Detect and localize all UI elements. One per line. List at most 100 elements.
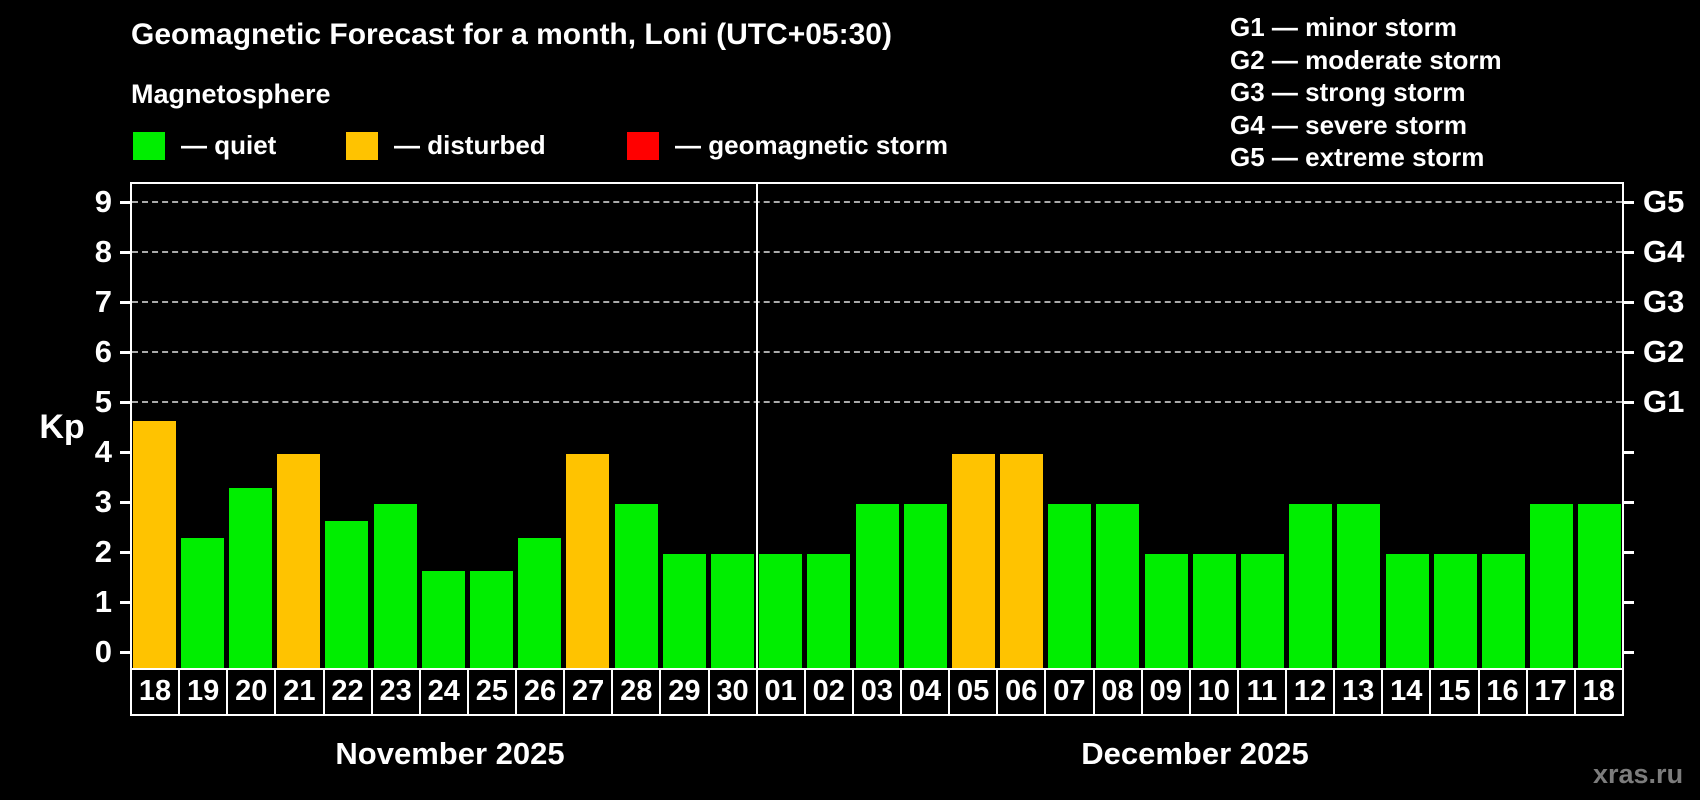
- right-tick-2: [1624, 551, 1634, 554]
- disturbed-color-swatch: [346, 131, 378, 160]
- storm-color-swatch: [627, 131, 659, 160]
- date-cell-09: 09: [1140, 670, 1189, 714]
- date-cell-14: 14: [1381, 670, 1429, 714]
- kp-bar-day-22: [325, 520, 369, 668]
- right-axis-label-G4: G4: [1643, 234, 1685, 269]
- date-cell-02: 02: [803, 670, 852, 714]
- g-legend-line: G2 — moderate storm: [1230, 44, 1502, 75]
- kp-bar-day-11: [1241, 554, 1285, 668]
- kp-bar-day-07: [1048, 504, 1092, 668]
- disturbed-label: — disturbed: [394, 130, 546, 160]
- right-tick-0: [1624, 651, 1634, 654]
- left-tick-5: [120, 401, 130, 404]
- ytick-label-6: 6: [94, 334, 112, 369]
- month-label-december: December 2025: [1081, 736, 1309, 771]
- quiet-color-swatch: [133, 131, 165, 160]
- gridline-kp-6: [132, 351, 1622, 353]
- right-tick-6: [1624, 351, 1634, 354]
- date-cell-08: 08: [1092, 670, 1141, 714]
- kp-bar-day-08: [1096, 504, 1140, 668]
- date-cell-05: 05: [948, 670, 996, 714]
- date-cell-30: 30: [707, 670, 756, 714]
- kp-bar-day-25: [469, 570, 513, 668]
- month-divider: [756, 184, 758, 668]
- gridline-kp-9: [132, 201, 1622, 203]
- kp-bar-day-02: [807, 554, 851, 668]
- ytick-label-7: 7: [94, 284, 112, 319]
- chart-title: Geomagnetic Forecast for a month, Loni (…: [131, 18, 892, 51]
- kp-bar-day-12: [1289, 504, 1333, 668]
- legend-item-disturbed: — disturbed: [346, 130, 546, 161]
- kp-bar-day-16: [1482, 554, 1526, 668]
- kp-bar-day-17: [1530, 504, 1574, 668]
- date-cell-03: 03: [851, 670, 900, 714]
- date-cell-26: 26: [515, 670, 563, 714]
- date-cell-28: 28: [611, 670, 659, 714]
- magnetosphere-label: Magnetosphere: [131, 79, 331, 109]
- date-cell-04: 04: [900, 670, 948, 714]
- date-cell-11: 11: [1236, 670, 1285, 714]
- kp-bar-day-10: [1192, 554, 1236, 668]
- left-tick-8: [120, 251, 130, 254]
- kp-bar-day-05: [951, 454, 995, 668]
- kp-bar-day-13: [1337, 504, 1381, 668]
- kp-bar-day-29: [662, 554, 706, 668]
- ytick-label-2: 2: [94, 534, 112, 569]
- left-tick-7: [120, 301, 130, 304]
- month-label-november: November 2025: [335, 736, 565, 771]
- left-tick-4: [120, 451, 130, 454]
- date-cell-01: 01: [755, 670, 804, 714]
- g-legend-line: G1 — minor storm: [1230, 12, 1457, 42]
- date-cell-19: 19: [178, 670, 226, 714]
- ytick-label-9: 9: [94, 184, 112, 219]
- gridline-kp-7: [132, 301, 1622, 303]
- legend-item-quiet: — quiet: [133, 130, 276, 161]
- kp-bar-day-06: [1000, 454, 1044, 668]
- right-tick-7: [1624, 301, 1634, 304]
- g-legend-line: G5 — extreme storm: [1230, 142, 1485, 172]
- g-legend-line: G4 — severe storm: [1230, 109, 1468, 140]
- date-cell-18: 18: [1573, 670, 1622, 714]
- g-scale-legend: G1 — minor storm G2 — moderate storm G3 — …: [1230, 11, 1502, 174]
- kp-bar-day-18: [132, 420, 176, 668]
- kp-bar-day-19: [180, 537, 224, 668]
- ytick-label-3: 3: [94, 484, 112, 519]
- kp-bar-day-23: [373, 504, 417, 668]
- date-cell-15: 15: [1429, 670, 1477, 714]
- kp-bar-day-26: [518, 537, 562, 668]
- kp-bar-day-01: [759, 554, 803, 668]
- left-tick-2: [120, 551, 130, 554]
- date-cell-18: 18: [138, 675, 172, 707]
- date-cell-17: 17: [1525, 670, 1574, 714]
- left-tick-1: [120, 601, 130, 604]
- legend-item-storm: — geomagnetic storm: [627, 130, 948, 161]
- kp-bar-day-28: [614, 504, 658, 668]
- right-axis-label-G2: G2: [1643, 334, 1685, 369]
- kp-bar-day-18: [1578, 504, 1622, 668]
- ytick-label-4: 4: [94, 434, 112, 469]
- date-cell-22: 22: [322, 670, 371, 714]
- date-axis-strip: 18 19 20 21 22 23 24 25 26 27 28 29 30 01 02 03 04 05 06 07…: [130, 668, 1624, 716]
- date-cell-27: 27: [563, 670, 611, 714]
- kp-bar-day-20: [228, 487, 272, 668]
- kp-bar-day-15: [1433, 554, 1477, 668]
- right-tick-1: [1624, 601, 1634, 604]
- date-cell-12: 12: [1285, 670, 1333, 714]
- right-tick-8: [1624, 251, 1634, 254]
- storm-label: — geomagnetic storm: [675, 130, 949, 160]
- date-cell-16: 16: [1477, 670, 1526, 714]
- right-tick-4: [1624, 451, 1634, 454]
- left-tick-9: [120, 201, 130, 204]
- ytick-label-8: 8: [94, 234, 112, 269]
- right-axis-label-G5: G5: [1643, 184, 1685, 219]
- kp-bar-day-03: [855, 504, 899, 668]
- date-cell-06: 06: [996, 670, 1044, 714]
- date-cell-24: 24: [418, 670, 467, 714]
- right-tick-3: [1624, 501, 1634, 504]
- kp-bar-day-14: [1385, 554, 1429, 668]
- right-tick-5: [1624, 401, 1634, 404]
- right-tick-9: [1624, 201, 1634, 204]
- watermark-xras: xras.ru: [1593, 759, 1684, 789]
- date-cell-29: 29: [659, 670, 707, 714]
